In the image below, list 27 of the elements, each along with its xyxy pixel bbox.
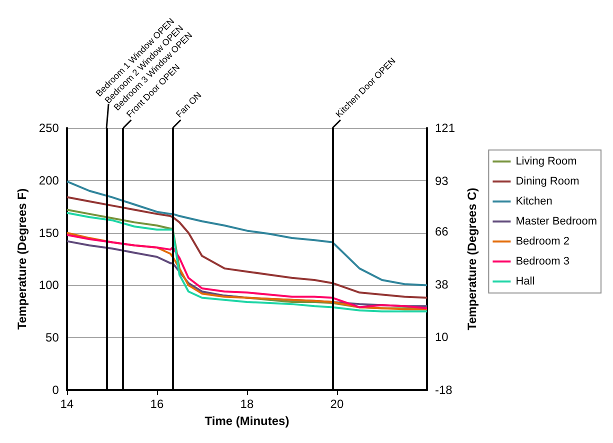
y-axis-title: Temperature (Degrees F) <box>15 188 29 330</box>
x-axis-title: Time (Minutes) <box>204 414 290 428</box>
legend-label: Dining Room <box>516 176 580 188</box>
y2-axis-title: Temperature (Degrees C) <box>464 188 479 330</box>
y2-tick-label: 10 <box>435 330 449 344</box>
y-tick-label: 250 <box>38 121 60 135</box>
y-tick-label: 100 <box>38 278 60 292</box>
legend-label: Bedroom 2 <box>516 236 570 248</box>
x-tick-label: 14 <box>60 397 74 411</box>
legend-label: Bedroom 3 <box>516 256 570 268</box>
x-tick-label: 20 <box>330 397 344 411</box>
legend-label: Hall <box>516 276 535 288</box>
y-tick-label: 150 <box>38 226 60 240</box>
y2-tick-label: 93 <box>435 174 449 188</box>
x-tick-label: 18 <box>240 397 254 411</box>
x-tick-label: 16 <box>150 397 164 411</box>
y-tick-label: 50 <box>46 330 60 345</box>
y2-tick-label: 121 <box>435 121 456 135</box>
y-tick-label: 200 <box>38 173 60 188</box>
ref-line-label: Fan ON <box>174 90 204 120</box>
legend-label: Living Room <box>516 156 577 168</box>
y2-tick-label: -18 <box>435 383 453 397</box>
y2-tick-label: 38 <box>435 277 449 292</box>
y-tick-label: 0 <box>52 383 60 397</box>
legend-label: Master Bedroom <box>516 216 598 228</box>
legend-label: Kitchen <box>516 196 552 208</box>
y2-tick-label: 66 <box>435 224 449 239</box>
